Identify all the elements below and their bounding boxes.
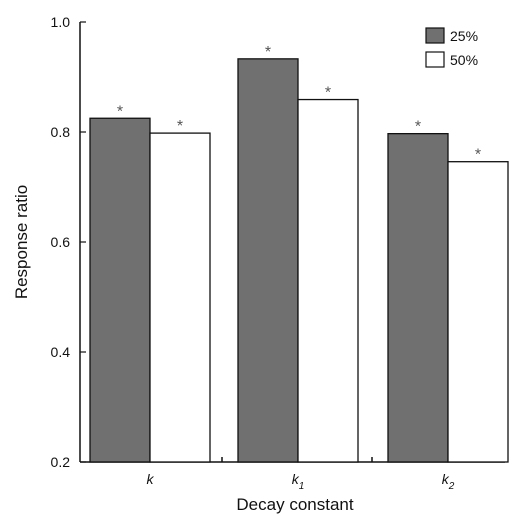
- bar: [298, 100, 358, 462]
- significance-star: *: [415, 119, 421, 136]
- legend-label: 50%: [450, 52, 478, 68]
- x-tick-label-subscript: 1: [299, 481, 305, 492]
- bar: [388, 134, 448, 462]
- x-tick-label: k2: [442, 471, 455, 492]
- y-tick-label: 0.8: [51, 124, 71, 140]
- y-axis-title: Response ratio: [12, 185, 31, 299]
- significance-star: *: [177, 118, 183, 135]
- significance-star: *: [117, 103, 123, 120]
- x-tick-label: k1: [292, 471, 305, 492]
- bar: [238, 59, 298, 462]
- x-axis-title: Decay constant: [236, 495, 353, 514]
- y-tick-label: 1.0: [51, 14, 71, 30]
- significance-star: *: [475, 147, 481, 164]
- bar: [150, 133, 210, 462]
- bars: [90, 59, 508, 462]
- y-tick-label: 0.6: [51, 234, 71, 250]
- x-tick-label: k: [147, 471, 155, 487]
- x-tick-label-subscript: 2: [448, 481, 455, 492]
- significance-star: *: [325, 85, 331, 102]
- bar: [448, 162, 508, 462]
- significance-star: *: [265, 44, 271, 61]
- y-tick-label: 0.2: [51, 454, 71, 470]
- legend-swatch: [426, 28, 444, 43]
- y-tick-label: 0.4: [51, 344, 71, 360]
- legend-label: 25%: [450, 28, 478, 44]
- bar: [90, 118, 150, 462]
- legend-swatch: [426, 52, 444, 67]
- legend: 25% 50%: [426, 28, 478, 68]
